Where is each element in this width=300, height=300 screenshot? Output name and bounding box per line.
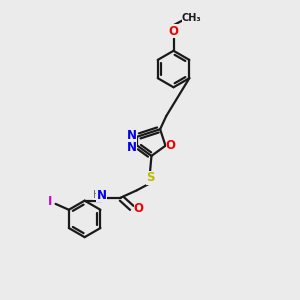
Text: S: S xyxy=(146,172,155,184)
Text: I: I xyxy=(47,195,52,208)
Text: N: N xyxy=(127,141,137,154)
Text: N: N xyxy=(96,189,106,202)
Text: N: N xyxy=(127,129,137,142)
Text: CH₃: CH₃ xyxy=(182,13,202,22)
Text: H: H xyxy=(93,190,101,200)
Text: O: O xyxy=(169,25,178,38)
Text: O: O xyxy=(166,139,176,152)
Text: O: O xyxy=(134,202,144,215)
